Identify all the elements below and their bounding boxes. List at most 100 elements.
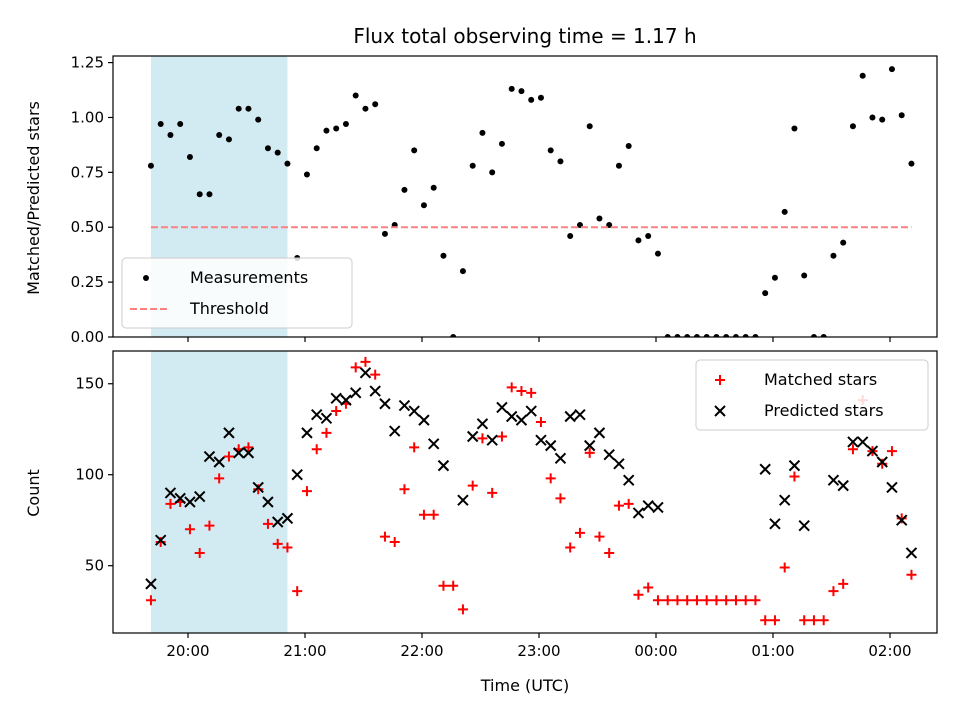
x-tick-label: 01:00 — [751, 642, 794, 660]
matched-stars-point — [370, 369, 381, 380]
measurements-point — [479, 129, 486, 136]
predicted-stars-point — [388, 425, 401, 437]
top-legend: Measurements Threshold — [121, 257, 353, 329]
measurements-point — [235, 105, 242, 112]
predicted-stars-point — [223, 427, 235, 439]
predicted-stars-point — [232, 447, 245, 459]
predicted-stars-point — [847, 436, 859, 448]
matched-stars-point — [155, 537, 166, 548]
matched-stars-point — [896, 513, 907, 524]
predicted-stars-point — [788, 459, 801, 472]
measurements-point — [518, 88, 525, 95]
predicted-stars-point — [271, 516, 284, 528]
predicted-stars-point — [769, 518, 781, 530]
bottom-panel-frame — [112, 350, 938, 634]
predicted-stars-point — [349, 387, 362, 399]
matched-stars-point — [272, 538, 283, 549]
matched-stars-point — [906, 569, 917, 580]
matched-stars-point — [301, 486, 312, 497]
predicted-stars-point — [174, 492, 186, 505]
x-axis-label: Time (UTC) — [480, 676, 569, 695]
matched-stars-point — [701, 595, 712, 606]
predicted-stars-point — [262, 496, 274, 508]
measurements-point — [664, 334, 671, 337]
measurements-point — [352, 92, 359, 99]
matched-stars-point — [565, 542, 576, 553]
measurements-point — [381, 230, 388, 237]
matched-stars-point — [253, 484, 264, 495]
measurements-point — [420, 202, 427, 209]
legend-box — [695, 359, 929, 431]
top-panel-frame — [112, 55, 938, 338]
measurements-point — [225, 136, 232, 143]
measurements-point — [684, 334, 691, 337]
predicted-stars-point — [525, 405, 537, 417]
matched-stars-point — [194, 547, 205, 558]
predicted-stars-point — [622, 474, 635, 486]
measurements-point — [557, 158, 564, 165]
matched-stars-point — [145, 595, 156, 606]
measurements-point — [157, 121, 164, 128]
measurements-point — [372, 101, 379, 108]
matched-stars-point — [379, 531, 390, 542]
measurements-point — [693, 334, 700, 337]
measurements-point — [508, 85, 515, 92]
predicted-stars-point — [330, 392, 342, 405]
top-y-tick-label: 1.00 — [71, 108, 104, 126]
legend-label: Threshold — [189, 299, 269, 318]
predicted-stars-point — [827, 474, 840, 486]
top-y-tick-label: 0.25 — [71, 273, 104, 291]
predicted-stars-point — [603, 448, 615, 461]
x-tick-label: 20:00 — [166, 642, 209, 660]
predicted-stars-point — [369, 385, 381, 397]
matched-stars-point — [360, 356, 371, 367]
measurements-point — [264, 145, 271, 152]
predicted-stars-point — [252, 481, 264, 494]
predicted-stars-point — [837, 479, 849, 492]
measurements-point — [430, 184, 437, 191]
matched-stars-point — [262, 518, 273, 529]
matched-stars-point — [789, 471, 800, 482]
predicted-stars-point — [574, 408, 586, 421]
measurements-point — [323, 127, 330, 134]
x-tick-label: 00:00 — [634, 642, 677, 660]
measurements-point — [674, 334, 681, 337]
predicted-stars-point — [642, 499, 654, 512]
matched-stars-point — [321, 427, 332, 438]
matched-stars-point — [779, 562, 790, 573]
measurements-point — [654, 250, 661, 257]
matched-stars-point — [584, 447, 595, 458]
x-tick-label: 02:00 — [868, 642, 911, 660]
chart-title: Flux total observing time = 1.17 h — [353, 24, 696, 48]
matched-stars-point — [282, 542, 293, 553]
matched-stars-point — [204, 520, 215, 531]
measurements-point — [879, 116, 886, 123]
predicted-stars-point — [184, 496, 196, 508]
measurements-point — [625, 143, 632, 150]
measurements-point — [791, 125, 798, 132]
predicted-stars-point — [505, 410, 518, 423]
measurements-point — [752, 334, 759, 337]
matched-stars-point — [243, 442, 254, 453]
measurements-point — [713, 334, 720, 337]
measurements-point — [147, 162, 154, 169]
measurements-point — [186, 153, 193, 160]
bottom-y-tick-label: 50 — [85, 557, 104, 575]
predicted-stars-point — [359, 367, 372, 379]
measurements-point — [255, 116, 262, 123]
matched-stars-point — [604, 547, 615, 558]
measurements-point — [742, 334, 749, 337]
matched-stars-point — [555, 493, 566, 504]
measurements-point — [206, 191, 213, 198]
predicted-stars-point — [203, 450, 216, 463]
matched-stars-point — [613, 500, 624, 511]
matched-stars-point — [165, 498, 176, 509]
bottom-legend: Matched stars Predicted stars — [695, 359, 929, 431]
matched-stars-point — [438, 580, 449, 591]
matched-stars-point — [526, 387, 537, 398]
matched-stars-point — [467, 480, 478, 491]
matched-stars-point — [223, 451, 234, 462]
matched-stars-point — [516, 386, 527, 397]
predicted-stars-point — [379, 398, 391, 410]
predicted-stars-point — [593, 427, 606, 439]
